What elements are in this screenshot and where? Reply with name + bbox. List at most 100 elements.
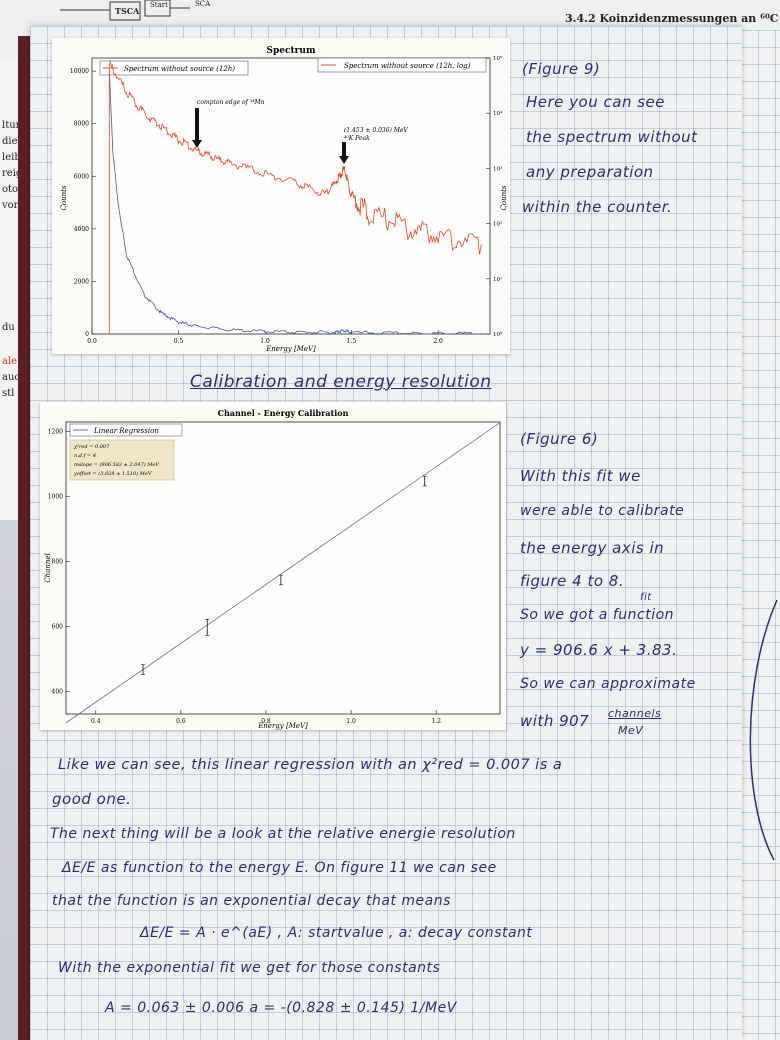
margin-fragment: du [2,322,15,333]
spectrum-y2-tick-label: 10⁴ [493,110,503,117]
calibration-x-tick-label: 0.6 [176,718,186,725]
spectrum-title: Spectrum [267,46,316,56]
calibration-x-tick-label: 0.8 [261,718,271,725]
calibration-fit-line [65,422,501,724]
peak-arrow-icon [339,142,349,164]
margin-fragment: reig [2,168,23,179]
section-heading: 3.4.2 Koinzidenzmessungen an ⁶⁰C [565,12,779,25]
margin-fragment: leib [2,152,21,163]
fig6-note-line: fit [640,592,652,603]
margin-fragment: vor [2,200,19,211]
spectrum-y2-tick-label: 10³ [493,165,502,172]
background-sheet-sketch [60,0,190,21]
compton-arrow-icon [192,108,202,148]
calibration-xlabel: Energy [MeV] [257,722,308,730]
spectrum-linear-series [108,71,482,335]
body-line: With the exponential fit we get for thos… [58,960,441,976]
calibration-x-tick-label: 1.0 [346,718,356,725]
margin-fragment: stl [2,388,15,399]
fig6-note-line: with 907 [520,712,590,730]
spectrum-x-tick-label: 1.0 [260,338,270,345]
compton-annotation: compton edge of ⁵⁴Mn [197,99,265,106]
fig9-note-line: Here you can see [526,93,665,111]
spectrum-y-tick-label: 6000 [74,173,89,180]
calibration-ylabel: Channel [44,553,52,582]
spectrum-y-tick-label: 4000 [74,226,89,233]
spectrum-chart: Spectrum Spectrum without source (12h) S… [60,46,508,353]
spectrum-y-tick-label: 2000 [74,278,89,285]
calibration-x-tick-label: 0.4 [91,718,101,725]
spectrum-y2-tick-label: 10⁵ [493,55,502,62]
calibration-title: Channel - Energy Calibration [218,408,349,418]
fig6-note-line: So we got a function [520,607,675,623]
fig6-note-line: y = 906.6 x + 3.83. [520,641,678,659]
fig9-note-line: within the counter. [522,198,673,216]
fraction-denominator: MeV [618,724,644,737]
calibration-x-tick-label: 1.2 [431,718,441,725]
fig6-note-line: (Figure 6) [520,430,599,448]
calibration-y-tick-label: 400 [52,688,64,695]
spectrum-log-series [109,59,482,255]
fig6-note-line: With this fit we [520,467,641,485]
fit-stats-box [69,439,175,481]
fig9-note-line: (Figure 9) [522,60,601,78]
spectrum-y-tick-label: 8000 [74,121,89,128]
fig9-note-line: any preparation [526,163,654,181]
fit-stat: n.d.f = 4 [74,453,96,459]
fig6-note-line: figure 4 to 8. [520,572,625,590]
peak-annotation-value: (1.453 ± 0.036) MeV [344,127,408,134]
start-label: Start [150,1,168,9]
section-title: Calibration and energy resolution [190,372,492,392]
fig9-note-line: the spectrum without [526,128,698,146]
margin-fragment: auc [2,372,21,383]
spectrum-plot-card: Spectrum Spectrum without source (12h) S… [52,38,510,354]
spectrum-xlabel: Energy [MeV] [265,345,316,353]
fit-stat: yoffset = (3.828 ± 1.510) MeV [73,470,153,477]
pen-arc-path [749,599,778,861]
spectrum-ylabel-left: Counts [60,185,68,210]
spectrum-legend-right-box [317,57,487,73]
spectrum-y2-tick-label: 10⁰ [493,331,503,338]
margin-fragment: ale [2,356,18,367]
spectrum-plot-area [91,57,491,335]
body-line: Like we can see, this linear regression … [58,757,563,773]
calibration-y-tick-label: 1200 [48,429,63,436]
calibration-y-tick-label: 1000 [48,494,63,501]
fraction-numerator: channels [608,707,662,720]
fig6-note-line: were able to calibrate [520,503,685,519]
fig6-note-line: So we can approximate [520,676,696,692]
peak-annotation-label: ⁴⁰K Peak [344,135,370,142]
fit-stat: mslope = (906.583 ± 2.047) MeV [74,461,160,468]
tsca-label: TSCA [115,6,140,16]
body-line: A = 0.063 ± 0.006 a = -(0.828 ± 0.145) 1… [105,1000,457,1016]
margin-fragment: ltun [2,120,23,131]
calibration-y-tick-label: 600 [52,623,64,630]
spectrum-ylabel-right: Counts [500,185,508,210]
pen-arc-drawing [749,599,778,861]
spectrum-legend-right: Spectrum without source (12h, log) [344,62,471,70]
calibration-legend: Linear Regression [93,427,159,435]
margin-fragment: die [2,136,18,147]
spectrum-y-tick-label: 10000 [70,68,89,75]
calibration-legend-box [69,423,183,437]
body-line: The next thing will be a look at the rel… [50,826,516,842]
body-line: ΔE/E = A · e^(aE) , A: startvalue , a: d… [140,925,533,941]
spectrum-y-tick-label: 0 [85,331,89,338]
sca-label: SCA [195,0,211,8]
body-line: good one. [52,790,132,808]
spectrum-x-tick-label: 0.0 [87,338,97,345]
spectrum-y2-tick-label: 10¹ [493,276,502,283]
spectrum-x-tick-label: 0.5 [174,338,184,345]
spectrum-x-tick-label: 2.0 [433,338,443,345]
margin-fragment: oton [2,184,25,195]
body-line: that the function is an exponential deca… [52,893,451,909]
calibration-chart: Channel - Energy Calibration Linear Regr… [44,408,501,730]
spectrum-legend-left: Spectrum without source (12h) [124,65,235,73]
fig6-note-line: the energy axis in [520,539,665,557]
spectrum-x-tick-label: 1.5 [347,338,357,345]
calibration-plot-card: Channel - Energy Calibration Linear Regr… [40,402,506,730]
spectrum-legend-left-box [99,60,249,76]
calibration-y-tick-label: 800 [52,559,64,566]
body-line: ΔE/E as function to the energy E. On fig… [62,860,497,876]
fit-stat: χ²red = 0.007 [73,444,110,450]
